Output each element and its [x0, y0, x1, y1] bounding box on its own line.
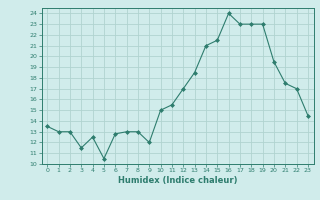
X-axis label: Humidex (Indice chaleur): Humidex (Indice chaleur)	[118, 176, 237, 185]
